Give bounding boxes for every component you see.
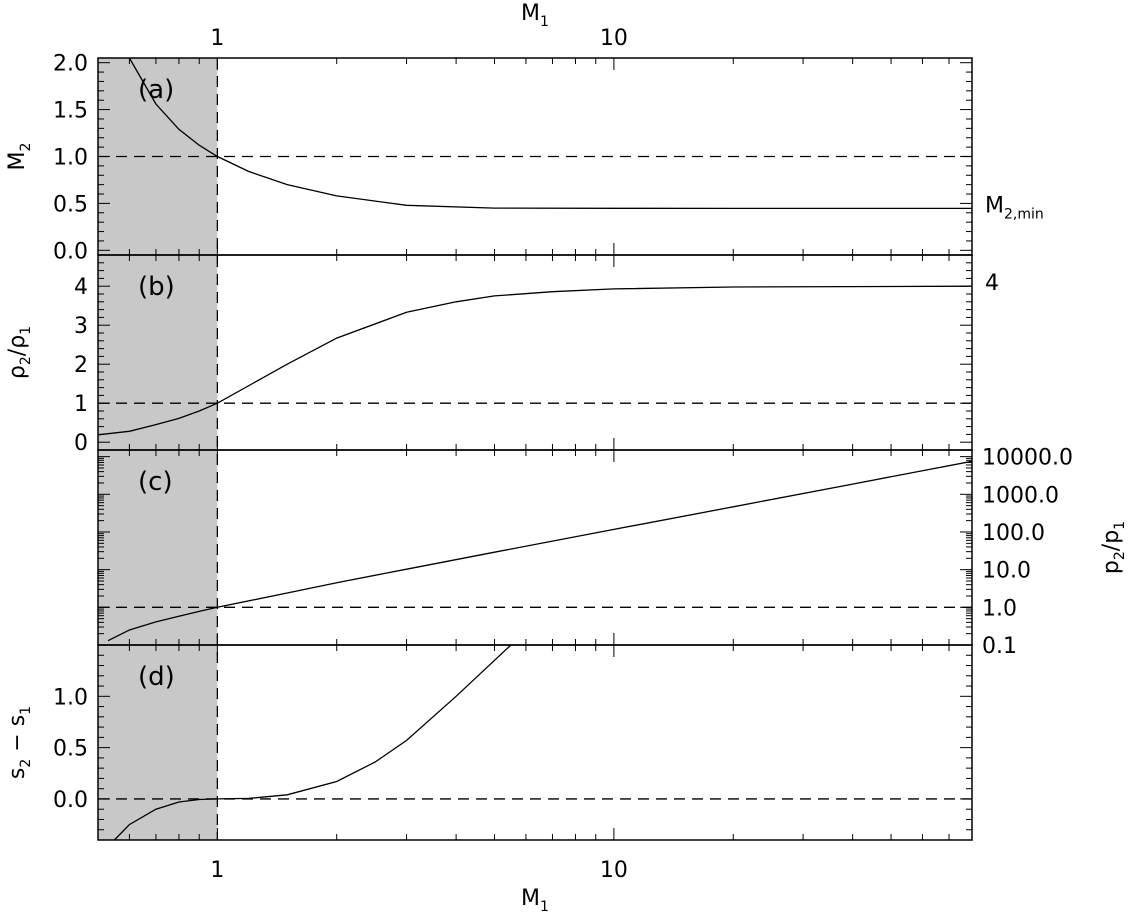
x-tick-label-bottom: 1 [210,858,224,883]
panel-tag: (a) [138,75,174,105]
panel-tag: (b) [138,272,175,302]
panel-frame [97,644,973,841]
asymptote-label: M2,min [985,193,1044,222]
x-axis-title-top: M1 [521,1,549,30]
y-axis-title: M2 [5,143,34,171]
y-tick-label: 4 [74,275,88,300]
shaded-subsonic-region [98,58,218,840]
right-axis-title: p2/p1 [1099,521,1128,574]
y-tick-label: 2 [74,353,88,378]
series-line-1 [128,58,972,210]
panel-tag: (d) [138,662,175,692]
y-tick-label: 0.5 [53,737,88,762]
y-tick-label: 1.0 [982,596,1017,621]
asymptote-label: 4 [985,271,999,296]
series-line-1 [107,460,972,642]
panel-frame [97,254,973,451]
y-tick-label: 0 [74,431,88,456]
x-axis-title-bottom: M1 [521,886,549,915]
y-tick-label: 0.1 [982,634,1017,659]
y-tick-label: 1.0 [53,685,88,710]
x-tick-label-bottom: 10 [600,858,628,883]
series-line-1 [98,285,972,436]
y-tick-label: 10000.0 [982,446,1073,471]
y-tick-label: 0.0 [53,239,88,264]
y-axis-title: ρ2/ρ1 [5,326,34,379]
y-tick-label: 1.5 [53,99,88,124]
y-tick-label: 0.0 [53,788,88,813]
y-tick-label: 10.0 [982,559,1031,584]
y-tick-label: 3 [74,314,88,339]
x-tick-label-top: 1 [210,26,224,51]
series-line-1 [113,645,512,840]
y-axis-title: s2 − s1 [5,706,34,779]
y-tick-label: 2.0 [53,52,88,77]
y-tick-label: 1000.0 [982,483,1059,508]
x-tick-label-top: 10 [600,26,628,51]
y-tick-label: 1.0 [53,146,88,171]
panel-tag: (c) [138,467,173,497]
y-tick-label: 100.0 [982,521,1045,546]
panel-frame [97,449,973,646]
y-tick-label: 0.5 [53,192,88,217]
y-tick-label: 1 [74,392,88,417]
